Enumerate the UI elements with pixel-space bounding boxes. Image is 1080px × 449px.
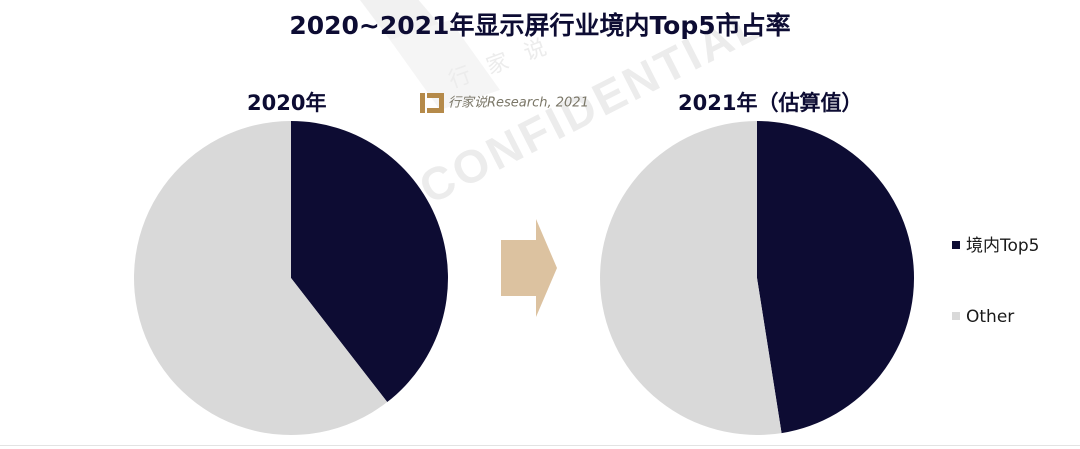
page-title: 2020~2021年显示屏行业境内Top5市占率 bbox=[289, 11, 791, 40]
brand-logo-icon bbox=[420, 93, 444, 113]
legend-swatch-top5 bbox=[952, 241, 960, 249]
source-stamp: 行家说Research, 2021 bbox=[418, 91, 589, 115]
source-text: 行家说Research, 2021 bbox=[448, 95, 589, 111]
arrow-right-icon bbox=[501, 219, 557, 317]
legend-label-other: Other bbox=[966, 307, 1015, 327]
chart-title-2021: 2021年（估算值） bbox=[678, 91, 863, 115]
pie-chart-2020 bbox=[133, 121, 448, 435]
legend-item-top5: 境内Top5 bbox=[952, 231, 1040, 256]
pie-chart-2021 bbox=[600, 121, 915, 435]
pie-slice-top5 bbox=[757, 121, 915, 434]
pie-slice-top5 bbox=[291, 121, 448, 403]
bottom-divider bbox=[0, 445, 1080, 446]
legend-item-other: Other bbox=[952, 307, 1014, 327]
chart-title-2020: 2020年 bbox=[247, 91, 327, 115]
watermark-logo bbox=[360, 0, 500, 110]
pie-slice-other bbox=[600, 121, 782, 435]
legend-label-top5: 境内Top5 bbox=[966, 236, 1040, 256]
pie-slice-other bbox=[133, 121, 388, 435]
legend-swatch-other bbox=[952, 312, 960, 320]
